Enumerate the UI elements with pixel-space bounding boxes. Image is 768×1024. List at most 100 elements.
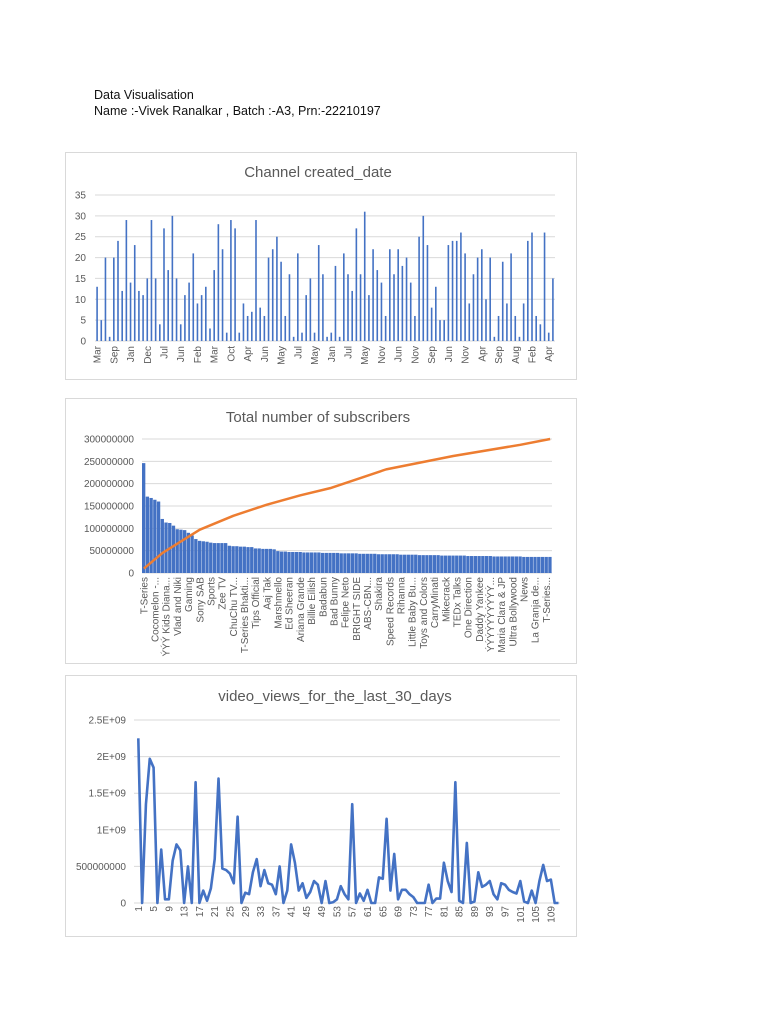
x-tick-label: 33 — [256, 906, 267, 918]
bar — [324, 552, 328, 573]
bar — [309, 552, 314, 573]
bar — [201, 541, 205, 573]
x-tick-label: Bad Bunny — [329, 577, 340, 626]
bar — [464, 253, 466, 341]
bar — [518, 336, 521, 341]
bar — [268, 548, 273, 573]
x-tick-label: ABS-CBN... — [363, 577, 374, 630]
x-tick-label: 1 — [134, 906, 145, 912]
bar — [429, 555, 433, 573]
bar — [358, 553, 362, 573]
x-tick-label: 65 — [378, 906, 389, 918]
bar — [443, 555, 448, 573]
x-tick-label: Dec — [143, 346, 154, 364]
bar — [183, 530, 187, 573]
bar — [145, 496, 150, 573]
x-tick-label: Jul — [160, 346, 171, 359]
x-tick-label: Mar — [210, 345, 221, 363]
y-tick-label: 2E+09 — [97, 752, 127, 763]
bar — [401, 265, 404, 341]
bar — [313, 332, 316, 341]
bar — [113, 257, 115, 341]
bar — [380, 282, 383, 341]
bar — [518, 556, 522, 573]
bar — [317, 245, 320, 341]
x-tick-label: 77 — [424, 906, 435, 918]
bar — [305, 295, 307, 341]
bar — [447, 555, 451, 573]
bar — [297, 253, 299, 341]
x-tick-label: 49 — [317, 906, 328, 918]
bar — [209, 542, 213, 573]
bar — [481, 556, 485, 573]
bar — [171, 525, 176, 573]
x-tick-label: Feb — [193, 346, 204, 364]
bar — [242, 546, 246, 573]
x-tick-label: TEDx Talks — [452, 577, 463, 627]
bar — [197, 540, 202, 573]
x-tick-label: Nov — [377, 346, 388, 364]
bar — [322, 274, 324, 341]
x-tick-label: La Granja de... — [531, 577, 542, 643]
x-tick-label: 57 — [348, 906, 359, 918]
chart-title-video-views: video_views_for_the_last_30_days — [218, 688, 452, 705]
bar — [335, 552, 340, 573]
bar — [209, 328, 211, 341]
x-tick-label: May — [360, 346, 371, 365]
bar — [476, 257, 479, 341]
bar — [338, 336, 341, 341]
x-tick-label: Toys and Colors — [419, 577, 430, 649]
bar — [391, 554, 396, 573]
bar — [339, 553, 343, 573]
bar — [194, 539, 198, 573]
chart-title-created-date: Channel created_date — [244, 164, 392, 181]
x-tick-label: Jan — [126, 346, 137, 362]
bar — [301, 332, 303, 341]
bar — [175, 529, 179, 573]
x-tick-label: News — [520, 577, 531, 602]
bar — [466, 556, 470, 573]
bar — [477, 556, 481, 573]
bar — [200, 295, 203, 341]
y-tick-label: 20 — [75, 253, 87, 264]
bar — [160, 518, 164, 573]
bar — [156, 501, 161, 573]
bar — [531, 232, 533, 341]
x-tick-label: Apr — [243, 345, 254, 361]
x-tick-label: May — [277, 346, 288, 365]
x-tick-label: Nov — [461, 346, 472, 364]
x-tick-label: ChuChu TV... — [229, 577, 240, 636]
bar — [372, 249, 374, 341]
bar — [129, 282, 132, 341]
bar — [417, 555, 422, 573]
bar — [334, 265, 337, 341]
bar — [443, 320, 445, 341]
bar — [462, 555, 466, 573]
bar — [220, 543, 224, 573]
y-tick-label: 1E+09 — [97, 825, 127, 836]
bar — [96, 286, 98, 341]
bar — [414, 554, 418, 573]
y-tick-label: 35 — [75, 191, 87, 202]
bar — [263, 315, 266, 341]
bar — [257, 548, 261, 573]
bar — [190, 535, 194, 573]
x-tick-label: Jun — [260, 346, 271, 362]
bar — [405, 257, 408, 341]
x-tick-label: Sports — [206, 577, 217, 606]
bar — [265, 548, 269, 573]
bar — [499, 556, 504, 573]
bar — [501, 261, 504, 341]
x-tick-label: Oct — [226, 346, 237, 362]
bar — [347, 553, 351, 573]
bar — [510, 253, 512, 341]
bar — [267, 257, 270, 341]
bar — [384, 315, 387, 341]
y-tick-label: 0 — [80, 337, 86, 348]
bar — [188, 282, 190, 341]
y-tick-label: 30 — [75, 211, 87, 222]
bar — [522, 303, 525, 341]
bar — [184, 295, 186, 341]
bar — [511, 556, 515, 573]
x-tick-label: Billie Eilish — [307, 577, 318, 625]
